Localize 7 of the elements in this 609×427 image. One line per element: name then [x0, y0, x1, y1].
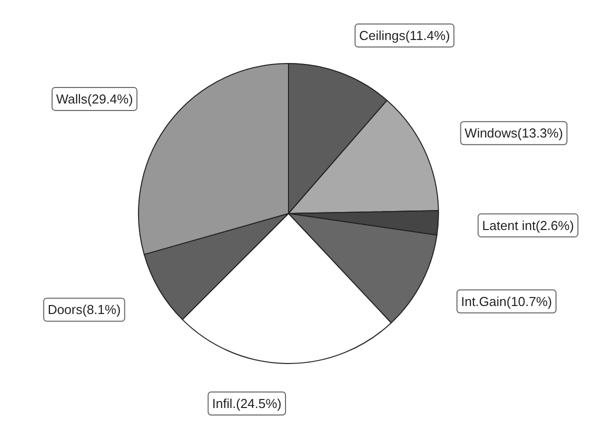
slice-label: Windows(13.3%) [464, 126, 563, 141]
slice-label: Doors(8.1%) [48, 302, 121, 318]
slice-label: Ceilings(11.4%) [359, 28, 450, 44]
slice-label: Infil.(24.5%) [212, 396, 282, 411]
slice-label: Latent int(2.6%) [482, 218, 574, 233]
slice-label: Walls(29.4%) [56, 91, 133, 106]
slice-label: Int.Gain(10.7%) [460, 294, 552, 309]
